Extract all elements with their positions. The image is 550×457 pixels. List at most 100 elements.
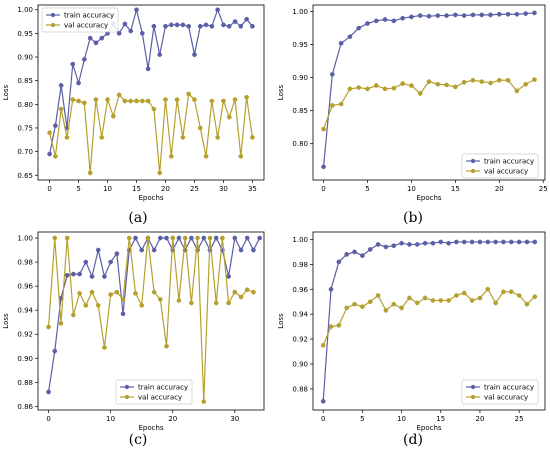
chart-panel-b: 0 5 10 15 20 25 0.80 0.85 0.90 0.95 1.00 Epochs Loss… xyxy=(277,4,548,226)
y-tick-label: 0.95 xyxy=(292,41,308,49)
data-point-val-accuracy xyxy=(438,298,444,303)
series-line-val-accuracy xyxy=(322,288,536,346)
legend-marker xyxy=(124,394,130,400)
data-point-val-accuracy xyxy=(82,100,87,106)
data-point-val-accuracy xyxy=(367,299,373,305)
data-point-val-accuracy xyxy=(89,289,95,295)
legend-label: train accuracy xyxy=(64,12,114,20)
data-point-val-accuracy xyxy=(58,321,64,326)
data-point-train-accuracy xyxy=(446,240,451,246)
data-point-val-accuracy xyxy=(221,98,226,104)
y-tick-label: 1.00 xyxy=(17,235,33,243)
data-point-val-accuracy xyxy=(382,86,388,92)
y-tick-label: 0.90 xyxy=(292,360,308,368)
data-point-train-accuracy xyxy=(417,13,423,18)
data-point-val-accuracy xyxy=(409,83,414,88)
data-point-val-accuracy xyxy=(516,293,522,298)
data-point-val-accuracy xyxy=(203,154,209,159)
data-point-train-accuracy xyxy=(83,259,89,265)
data-point-train-accuracy xyxy=(485,239,491,245)
y-tick-label: 0.80 xyxy=(292,140,308,148)
data-point-train-accuracy xyxy=(201,235,207,241)
data-point-val-accuracy xyxy=(145,235,151,241)
x-axis-label: Epochs xyxy=(138,424,163,432)
data-point-val-accuracy xyxy=(174,97,180,102)
data-point-val-accuracy xyxy=(163,97,168,102)
data-point-train-accuracy xyxy=(139,31,145,36)
y-tick-label: 0.94 xyxy=(292,311,308,319)
data-point-train-accuracy xyxy=(128,28,134,34)
data-point-val-accuracy xyxy=(47,130,52,136)
data-point-val-accuracy xyxy=(501,289,506,295)
y-axis-label: Loss xyxy=(277,313,285,329)
x-tick-label: 20 xyxy=(168,415,177,423)
chart-panel-c: 0 10 20 30 0.86 0.88 0.90 0.92 0.94 0.96 0.98 1.00 E… xyxy=(2,231,265,448)
data-point-val-accuracy xyxy=(444,82,449,88)
data-point-val-accuracy xyxy=(532,77,537,82)
data-point-val-accuracy xyxy=(139,98,145,104)
data-point-train-accuracy xyxy=(422,240,428,246)
data-point-val-accuracy xyxy=(226,300,231,306)
x-tick-label: 25 xyxy=(539,185,548,193)
data-point-val-accuracy xyxy=(116,92,122,98)
panel-label: (d) xyxy=(403,432,423,448)
data-point-val-accuracy xyxy=(365,86,370,92)
legend-box xyxy=(461,153,539,179)
y-tick-label: 1.00 xyxy=(17,6,33,14)
data-point-val-accuracy xyxy=(53,154,58,159)
data-point-val-accuracy xyxy=(71,312,76,318)
data-point-val-accuracy xyxy=(87,170,93,176)
y-tick-label: 0.98 xyxy=(17,259,33,267)
data-point-val-accuracy xyxy=(461,290,467,296)
x-tick-label: 20 xyxy=(161,185,170,193)
data-point-train-accuracy xyxy=(108,259,113,265)
data-point-train-accuracy xyxy=(145,66,151,72)
data-point-val-accuracy xyxy=(336,323,342,328)
data-point-train-accuracy xyxy=(114,251,120,256)
data-point-val-accuracy xyxy=(180,135,186,140)
data-point-train-accuracy xyxy=(163,23,168,29)
legend-box xyxy=(461,379,539,405)
data-point-train-accuracy xyxy=(120,311,126,317)
x-tick-label: 25 xyxy=(515,415,524,423)
data-point-val-accuracy xyxy=(157,297,163,302)
x-tick-label: 0 xyxy=(47,185,51,193)
data-point-val-accuracy xyxy=(182,235,188,241)
data-point-train-accuracy xyxy=(244,235,250,241)
data-point-val-accuracy xyxy=(344,305,350,311)
panel-label: (a) xyxy=(128,210,147,226)
x-tick-label: 0 xyxy=(46,415,50,423)
data-point-train-accuracy xyxy=(180,22,186,28)
data-point-train-accuracy xyxy=(250,23,255,29)
x-tick-label: 25 xyxy=(190,185,199,193)
data-point-val-accuracy xyxy=(251,289,256,295)
data-point-train-accuracy xyxy=(116,31,122,36)
data-point-train-accuracy xyxy=(469,239,475,245)
data-point-train-accuracy xyxy=(516,239,522,245)
data-point-train-accuracy xyxy=(164,235,169,241)
data-point-val-accuracy xyxy=(477,295,483,301)
data-point-val-accuracy xyxy=(64,235,70,241)
data-point-val-accuracy xyxy=(400,81,405,86)
data-point-val-accuracy xyxy=(215,135,220,140)
data-point-val-accuracy xyxy=(170,235,176,241)
data-point-val-accuracy xyxy=(145,98,151,104)
data-point-train-accuracy xyxy=(514,11,520,17)
legend-marker xyxy=(470,394,476,400)
y-tick-label: 1.00 xyxy=(292,236,308,244)
data-point-val-accuracy xyxy=(168,154,174,159)
legend-marker xyxy=(50,22,56,28)
data-point-train-accuracy xyxy=(77,271,82,277)
data-point-train-accuracy xyxy=(360,253,365,259)
data-point-train-accuracy xyxy=(52,348,58,354)
data-point-val-accuracy xyxy=(157,170,163,176)
x-tick-label: 5 xyxy=(360,415,364,423)
data-point-val-accuracy xyxy=(76,98,81,104)
data-point-train-accuracy xyxy=(102,274,107,279)
data-point-val-accuracy xyxy=(407,295,412,301)
data-point-val-accuracy xyxy=(461,79,467,85)
data-point-val-accuracy xyxy=(164,343,169,349)
y-tick-label: 0.98 xyxy=(292,261,308,269)
legend-label: val accuracy xyxy=(484,168,528,176)
